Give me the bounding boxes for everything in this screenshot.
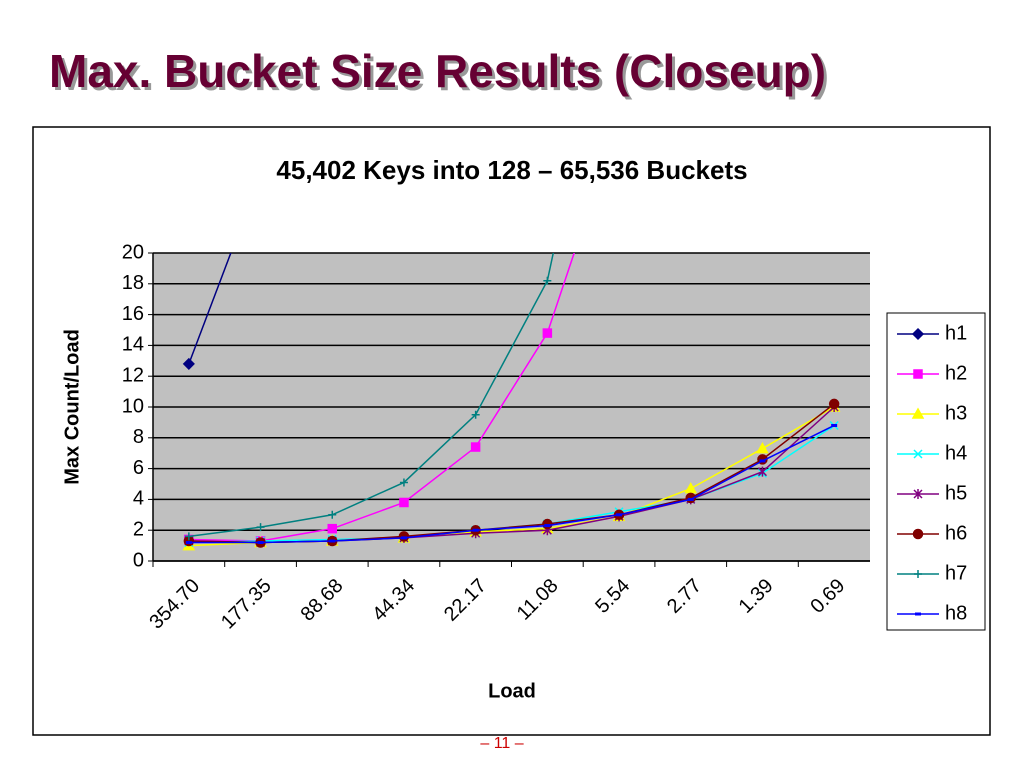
- y-tick-label: 16: [122, 303, 144, 325]
- legend-label: h7: [945, 562, 967, 584]
- y-tick-label: 0: [133, 549, 144, 571]
- legend-label: h1: [945, 322, 967, 344]
- legend-label: h5: [945, 482, 967, 504]
- legend-marker: [911, 407, 925, 419]
- legend-marker: [913, 489, 923, 499]
- y-tick-label: 10: [122, 395, 144, 417]
- y-tick-label: 20: [122, 241, 144, 263]
- y-tick-label: 12: [122, 364, 144, 386]
- legend: [886, 312, 986, 631]
- y-tick-label: 14: [122, 334, 144, 356]
- legend-label: h4: [945, 442, 967, 464]
- y-tick-label: 2: [133, 518, 144, 540]
- plot-lines: [182, 115, 841, 551]
- marker: [542, 328, 553, 338]
- marker: [470, 442, 481, 452]
- legend-marker: [912, 528, 924, 540]
- y-tick-label: 18: [122, 272, 144, 294]
- legend-marker: [911, 327, 925, 341]
- marker: [398, 531, 410, 542]
- legend-label: h2: [945, 362, 967, 384]
- marker: [399, 478, 408, 487]
- series-line: [188, 253, 232, 365]
- legend-marker: [914, 570, 922, 578]
- legend-marker: [913, 369, 923, 379]
- legend-label: h6: [945, 522, 967, 544]
- slide-title-shadow: Max. Bucket Size Results (Closeup): [52, 48, 829, 100]
- y-tick-label: 6: [133, 457, 144, 479]
- marker: [328, 510, 337, 519]
- marker: [615, 115, 623, 123]
- legend-label: h3: [945, 402, 967, 424]
- x-axis-label: Load: [488, 680, 536, 702]
- marker: [182, 357, 195, 370]
- marker: [543, 276, 552, 285]
- marker: [542, 518, 553, 530]
- legend-label: h8: [945, 602, 967, 624]
- marker: [399, 497, 409, 508]
- marker: [184, 532, 193, 541]
- marker: [828, 398, 840, 410]
- marker: [471, 410, 480, 419]
- chart-title: 45,402 Keys into 128 – 65,536 Buckets: [276, 155, 747, 185]
- y-tick-label: 8: [133, 426, 144, 448]
- marker: [757, 466, 767, 477]
- series-line: [188, 424, 835, 544]
- marker: [256, 523, 265, 532]
- legend-marker: [913, 449, 923, 459]
- slide-title: Max. Bucket Size Results (Closeup): [49, 45, 826, 97]
- slide-number: – 11 –: [480, 735, 523, 752]
- marker: [756, 442, 769, 454]
- y-axis-label: Max Count/Load: [61, 329, 83, 485]
- marker: [327, 523, 337, 534]
- y-tick-label: 4: [133, 488, 144, 510]
